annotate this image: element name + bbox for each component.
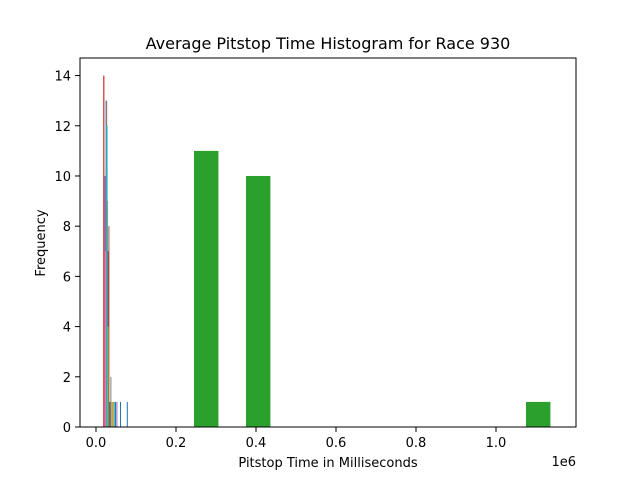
y-tick-label: 6 [63,270,71,285]
y-axis-label: Frequency [34,209,49,276]
y-tick-label: 8 [63,220,71,235]
x-offset-label: 1e6 [551,455,576,470]
y-ticks-group: 0 2 4 6 8 10 12 14 [54,70,80,436]
histogram-bar [104,251,106,427]
plot-frame [79,57,577,428]
x-tick-label: 0.0 [86,436,107,451]
histogram-bar [114,401,116,427]
histogram-bar [106,125,108,427]
histogram-bar [116,401,118,427]
y-tick-label: 14 [54,70,71,85]
y-tick-label: 0 [63,421,71,436]
histogram-bar [126,401,128,427]
x-ticks-group: 0.0 0.2 0.4 0.6 0.8 1.0 [86,427,507,451]
x-axis-label: Pitstop Time in Milliseconds [238,456,417,471]
histogram-bar [111,401,113,427]
x-tick-label: 0.8 [406,436,427,451]
y-tick-label: 2 [63,371,71,386]
histogram-bar [194,150,219,427]
y-tick-label: 12 [54,120,71,135]
histogram-bar [107,326,109,427]
histogram-bar [103,75,105,428]
histogram-bar [120,401,121,427]
histogram-bar [110,376,112,427]
y-tick-label: 4 [63,321,71,336]
x-tick-label: 0.6 [326,436,347,451]
histogram-bar [113,401,115,427]
y-tick-label: 10 [54,170,71,185]
x-tick-label: 0.4 [246,436,267,451]
histogram-bar [246,175,271,427]
histogram-bar [526,401,551,427]
bars-group [103,75,551,428]
x-tick-label: 0.2 [166,436,187,451]
histogram-bar [109,401,111,427]
histogram-bar [108,226,110,427]
x-tick-label: 1.0 [486,436,507,451]
chart-title: Average Pitstop Time Histogram for Race … [146,34,511,53]
histogram-bar [112,401,114,427]
